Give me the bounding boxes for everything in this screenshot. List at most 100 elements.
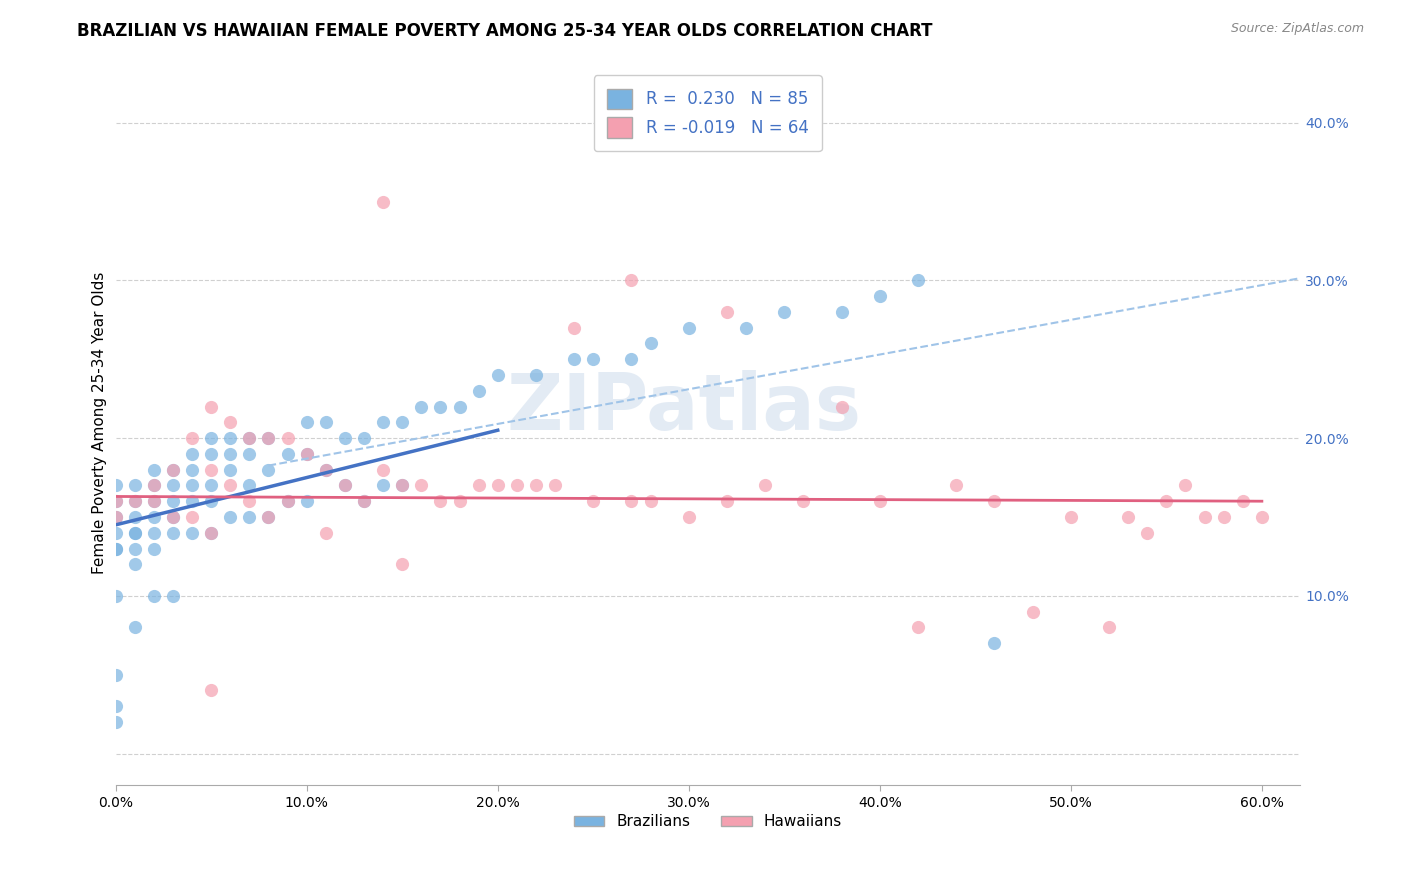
Point [104,510,127,524]
Point [142,510,165,524]
Point [754,478,776,492]
Point [200,494,222,508]
Point [506,478,529,492]
Point [562,320,585,334]
Point [200,400,222,414]
Point [486,368,509,382]
Point [181,447,204,461]
Point [411,478,433,492]
Point [1060,510,1083,524]
Point [1174,478,1197,492]
Point [181,463,204,477]
Point [181,525,204,540]
Point [238,431,260,445]
Point [333,478,356,492]
Point [238,510,260,524]
Point [1098,620,1121,634]
Point [467,478,489,492]
Point [124,494,146,508]
Point [124,541,146,556]
Point [124,620,146,634]
Point [181,510,204,524]
Point [219,447,242,461]
Point [162,525,184,540]
Point [200,525,222,540]
Point [524,368,547,382]
Point [104,541,127,556]
Text: BRAZILIAN VS HAWAIIAN FEMALE POVERTY AMONG 25-34 YEAR OLDS CORRELATION CHART: BRAZILIAN VS HAWAIIAN FEMALE POVERTY AMO… [77,22,932,40]
Point [104,667,127,681]
Point [353,494,375,508]
Point [200,431,222,445]
Point [315,525,337,540]
Point [181,494,204,508]
Point [429,494,451,508]
Point [219,510,242,524]
Point [391,415,413,429]
Point [371,194,394,209]
Point [371,478,394,492]
Point [200,447,222,461]
Point [181,478,204,492]
Point [582,494,605,508]
Point [142,589,165,603]
Point [831,305,853,319]
Point [219,415,242,429]
Point [907,620,929,634]
Point [1250,510,1272,524]
Point [257,510,280,524]
Point [371,415,394,429]
Point [124,525,146,540]
Point [162,463,184,477]
Point [907,273,929,287]
Point [104,478,127,492]
Point [315,415,337,429]
Point [219,463,242,477]
Point [295,494,318,508]
Point [391,478,413,492]
Point [162,510,184,524]
Point [295,447,318,461]
Point [1156,494,1178,508]
Point [295,447,318,461]
Point [104,541,127,556]
Point [124,494,146,508]
Point [831,400,853,414]
Point [315,463,337,477]
Point [142,494,165,508]
Point [219,431,242,445]
Point [1116,510,1139,524]
Point [562,352,585,367]
Point [162,478,184,492]
Point [869,494,891,508]
Point [162,494,184,508]
Point [1021,605,1043,619]
Point [391,478,413,492]
Point [200,683,222,698]
Point [716,305,738,319]
Point [1136,525,1159,540]
Point [640,336,662,351]
Point [353,494,375,508]
Point [181,431,204,445]
Point [1194,510,1216,524]
Point [333,478,356,492]
Point [620,273,643,287]
Point [678,320,700,334]
Point [257,431,280,445]
Point [582,352,605,367]
Text: ZIPatlas: ZIPatlas [506,370,862,446]
Point [104,714,127,729]
Point [1232,494,1254,508]
Point [353,431,375,445]
Point [295,415,318,429]
Point [124,478,146,492]
Point [124,558,146,572]
Point [238,478,260,492]
Point [104,699,127,714]
Point [104,525,127,540]
Point [162,510,184,524]
Point [219,478,242,492]
Point [200,463,222,477]
Point [257,510,280,524]
